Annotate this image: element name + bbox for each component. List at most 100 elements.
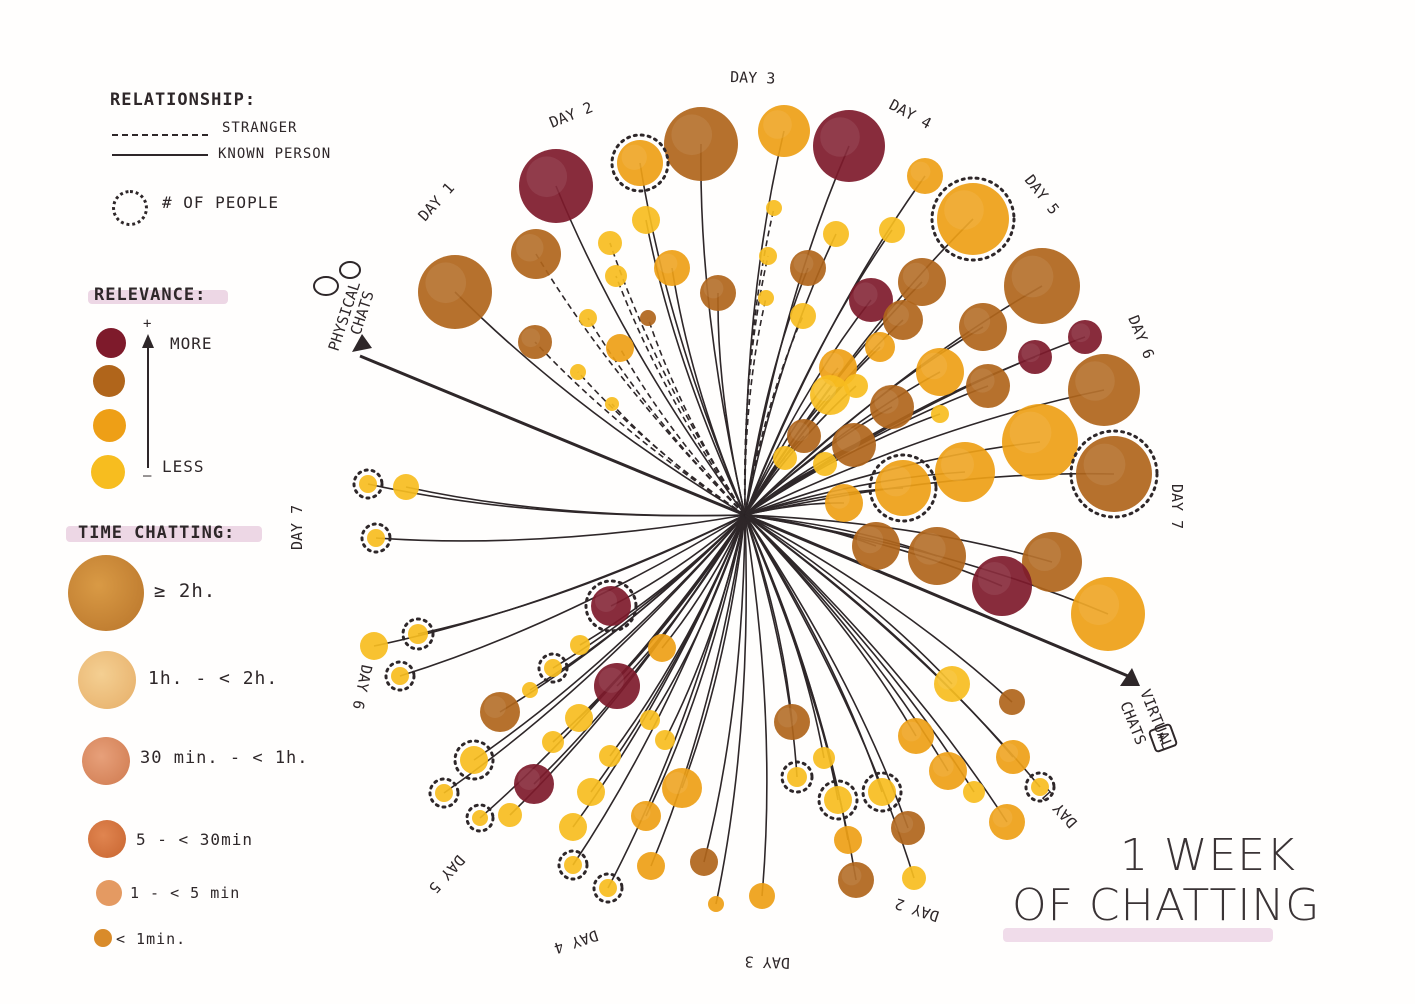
chat-bubble-shine: [913, 532, 946, 565]
relevance-highlight: [88, 290, 228, 304]
time-swatch-5m: [88, 820, 126, 858]
people-ring: [780, 760, 814, 794]
chat-bubble: [514, 764, 554, 804]
stem-line: [661, 514, 746, 649]
chat-bubble-shine: [703, 278, 724, 299]
chat-bubble: [391, 667, 409, 685]
chat-bubble: [577, 778, 605, 806]
people-ring: [868, 453, 938, 523]
chat-bubble: [963, 781, 985, 803]
stem-line: [664, 514, 746, 741]
stem-line: [645, 219, 746, 516]
chat-bubble: [579, 309, 597, 327]
chat-bubble: [606, 334, 634, 362]
chat-bubble-shine: [932, 755, 954, 777]
chat-bubble: [773, 446, 797, 470]
chat-bubble: [598, 231, 622, 255]
relevance-plus: +: [143, 316, 153, 332]
chat-bubble-shine: [920, 352, 948, 380]
people-ring: [465, 803, 495, 833]
chat-bubble-shine: [595, 590, 617, 612]
chat-bubble: [1068, 320, 1102, 354]
time-label-1m: 1 - < 5 min: [130, 884, 241, 902]
time-swatch-1h: [78, 651, 136, 709]
chat-bubble: [849, 278, 893, 322]
people-ring-sample: [112, 190, 148, 226]
chat-bubble: [834, 826, 862, 854]
time-label-2h: ≥ 2h.: [154, 580, 217, 602]
chat-bubble: [359, 475, 377, 493]
people-ring: [861, 771, 903, 813]
chat-bubble: [1022, 532, 1082, 592]
chat-bubble-shine: [516, 234, 544, 262]
chat-bubble: [708, 896, 724, 912]
chat-bubble: [640, 710, 660, 730]
chat-bubble-shine: [970, 368, 995, 393]
physical-day-1-label: DAY 1: [415, 179, 459, 225]
chat-bubble: [662, 768, 702, 808]
people-ring: [584, 579, 638, 633]
chat-bubble-shine: [425, 262, 467, 304]
chat-bubble: [654, 250, 690, 286]
people-ring: [384, 660, 416, 692]
stranger-line-sample: [112, 134, 208, 136]
stem-line: [534, 341, 746, 516]
stem-line: [650, 514, 746, 867]
chat-bubble: [931, 405, 949, 423]
relevance-swatch-3: [93, 409, 126, 442]
chat-bubble-shine: [941, 448, 974, 481]
stem-line: [405, 486, 746, 517]
chat-bubble: [813, 452, 837, 476]
chat-bubble-shine: [937, 669, 958, 690]
physical-day-2-label: DAY 2: [547, 98, 596, 132]
people-ring: [537, 652, 569, 684]
people-ring: [817, 779, 859, 821]
chat-bubble-shine: [902, 262, 930, 290]
physical-day-6-label: DAY 6: [1124, 313, 1158, 362]
speech-bubble-icon: [313, 261, 361, 296]
stem-line: [533, 514, 746, 785]
chat-bubble: [360, 632, 388, 660]
people-ring: [592, 872, 624, 904]
title-highlight: [1003, 928, 1273, 942]
chat-bubble: [522, 682, 538, 698]
chat-bubble-shine: [828, 487, 850, 509]
chat-bubble: [891, 811, 925, 845]
stem-line: [744, 229, 893, 516]
chat-bubble-shine: [880, 465, 912, 497]
chat-bubble-shine: [820, 117, 860, 157]
chat-bubble: [1018, 340, 1052, 374]
people-ring: [1024, 771, 1056, 803]
stem-line: [744, 326, 984, 516]
chat-bubble: [655, 730, 675, 750]
chat-bubble-shine: [657, 253, 678, 274]
chat-bubble: [766, 200, 782, 216]
chat-bubble-shine: [1078, 584, 1120, 626]
chat-bubble: [367, 529, 385, 547]
chat-bubble: [759, 247, 777, 265]
stem-line: [703, 514, 746, 863]
relevance-swatch-less: [91, 455, 125, 489]
chat-bubble: [1071, 577, 1145, 651]
known-person-label: KNOWN PERSON: [218, 146, 332, 162]
physical-day-7-label: DAY 7: [1168, 484, 1186, 529]
chat-bubble-shine: [1071, 323, 1091, 343]
chat-bubble-shine: [887, 304, 909, 326]
chat-bubble-shine: [963, 307, 991, 335]
people-ring: [428, 777, 460, 809]
chat-bubble: [898, 258, 946, 306]
stem-line: [417, 514, 746, 635]
chat-bubble-shine: [841, 865, 862, 886]
chat-bubble-shine: [484, 696, 506, 718]
chat-bubble: [511, 229, 561, 279]
chat-bubble: [1002, 404, 1078, 480]
chat-bubble-shine: [793, 253, 814, 274]
chat-bubble-shine: [518, 768, 540, 790]
chat-bubble-shine: [526, 156, 568, 198]
stem-line: [579, 514, 746, 646]
stem-line: [744, 389, 1105, 516]
stem-line: [577, 371, 746, 516]
chat-bubble: [435, 784, 453, 802]
chat-bubble-shine: [1009, 411, 1052, 454]
chat-bubble: [758, 290, 774, 306]
